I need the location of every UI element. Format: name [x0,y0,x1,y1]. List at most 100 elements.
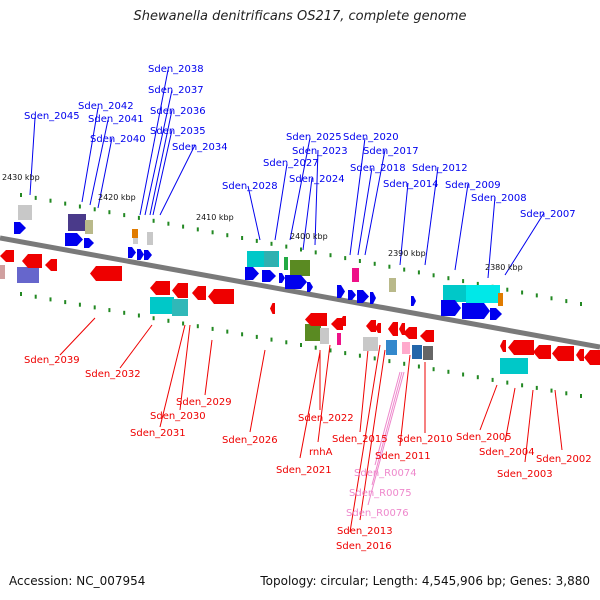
leader-lines [29,69,563,533]
tick-upper-38 [580,302,582,306]
reverse-arrow-6 [192,286,206,300]
gene-label-sden-2003: Sden_2003 [497,469,553,480]
feature-box-4 [133,238,138,244]
tick-upper-16 [255,238,258,243]
tick-upper-6 [108,210,111,215]
tick-lower-1 [34,294,37,299]
tick-lower-22 [344,351,347,356]
gene-feature-boxes [0,205,528,374]
gene-label-sden-2014: Sden_2014 [383,179,439,190]
forward-arrow-10 [307,282,313,292]
tick-lower-7 [123,310,126,315]
tick-lower-33 [506,380,509,385]
gene-label-sden-2037: Sden_2037 [148,85,204,96]
genome-title: Shewanella denitrificans OS217, complete… [133,9,467,24]
tick-upper-7 [123,213,126,218]
gene-label-sden-2035: Sden_2035 [150,126,206,137]
forward-arrow-5 [144,250,152,260]
reverse-arrow-14 [388,322,398,336]
gene-label-sden-2042: Sden_2042 [78,101,134,112]
ruler-label-4: 2390 kbp [388,249,426,258]
tick-lower-36 [550,388,553,393]
reverse-arrow-2 [45,259,57,271]
tick-upper-29 [447,276,450,281]
tick-upper-28 [432,273,435,278]
tick-upper-3 [64,201,67,206]
tick-lower-18 [285,340,288,345]
leader-sden-2021 [299,351,321,459]
ruler-label-3: 2400 kbp [290,232,328,241]
tick-upper-1 [34,195,37,200]
leader-sden-2023 [314,149,319,246]
feature-box-20 [320,328,329,344]
tick-upper-5 [93,207,96,212]
gene-label-sden-2040: Sden_2040 [90,134,146,145]
leader-sden-2029 [204,339,213,396]
feature-box-25 [412,345,422,359]
gene-label-sden-2034: Sden_2034 [172,142,228,153]
reverse-arrow-19 [508,340,534,355]
tick-upper-10 [167,221,170,226]
tick-lower-21 [329,348,332,353]
feature-box-24 [402,342,410,354]
tick-lower-4 [78,302,81,307]
feature-box-27 [500,358,528,374]
tick-lower-13 [211,326,214,331]
feature-box-26 [423,346,433,360]
leader-sden-2018 [357,167,373,256]
forward-arrow-13 [357,290,369,303]
tick-upper-4 [78,204,81,209]
tick-upper-9 [152,218,155,223]
feature-box-9 [290,260,310,276]
tick-upper-25 [388,264,391,269]
leader-sden-2008 [487,196,496,279]
tick-lower-29 [447,369,450,374]
feature-box-7 [264,251,278,267]
tick-lower-2 [49,297,52,302]
reverse-arrow-18 [500,340,506,352]
forward-arrow-0 [14,222,26,234]
reverse-arrow-1 [22,254,42,268]
tick-lower-34 [521,383,524,388]
feature-box-11 [389,278,396,292]
leader-sden-2007 [504,212,545,276]
leader-sden-2025 [289,137,311,241]
gene-label-sden-2013: Sden_2013 [337,526,393,537]
gene-label-sden-2030: Sden_2030 [150,411,206,422]
leader-sden-2012 [424,166,439,266]
tick-lower-30 [462,372,465,377]
gene-label-sden-2020: Sden_2020 [343,132,399,143]
feature-box-5 [147,232,153,245]
forward-arrow-15 [411,296,416,306]
tick-upper-17 [270,241,273,246]
reverse-arrow-3 [90,266,122,281]
leader-sden-2005 [479,384,498,431]
tick-lower-19 [300,343,302,347]
feature-box-12 [443,285,467,302]
tick-upper-21 [329,253,332,258]
feature-box-21 [337,333,341,345]
leader-sden-2045 [29,117,36,196]
leader-sden-2039 [59,317,96,356]
reverse-arrow-16 [403,327,417,339]
tick-lower-35 [535,385,538,390]
feature-box-18 [172,299,188,316]
tick-upper-34 [521,290,524,295]
leader-sden-r0076 [367,371,405,506]
feature-box-15 [17,267,39,283]
tick-lower-24 [373,356,376,361]
feature-box-13 [466,285,500,303]
tick-upper-35 [535,293,538,298]
feature-box-17 [150,297,174,314]
genome-backbone [0,235,600,350]
leader-sden-2015 [359,349,369,433]
leader-sden-2037 [144,89,173,216]
tick-lower-10 [167,318,170,323]
leader-sden-2011 [399,354,411,447]
feature-box-14 [498,293,503,306]
leader-sden-2014 [399,182,409,266]
gene-label-sden-2023: Sden_2023 [292,146,348,157]
forward-arrow-11 [337,285,345,298]
kbp-ruler: 2430 kbp 2420 kbp 2410 kbp 2400 kbp 2390 kbp… [2,173,523,272]
